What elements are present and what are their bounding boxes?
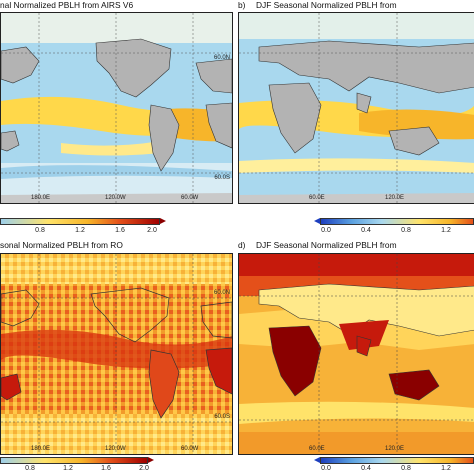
lon-label: 60.0E bbox=[309, 446, 325, 452]
lon-label: 60.0E bbox=[309, 195, 325, 201]
lat-label-north: 60.0N bbox=[213, 290, 230, 296]
panel-a-map-graphic bbox=[1, 13, 232, 203]
panel-b-label: b) bbox=[238, 0, 246, 10]
colorbar-tick: 1.2 bbox=[441, 227, 451, 234]
colorbar-min-arrow bbox=[314, 457, 320, 463]
colorbar-tick: 1.2 bbox=[63, 465, 73, 472]
panel-b-colorbar bbox=[314, 218, 474, 225]
panel-c-title: sonal Normalized PBLH from RO bbox=[0, 240, 123, 250]
lon-label: 120.0W bbox=[105, 195, 126, 201]
colorbar-tick: 0.0 bbox=[321, 227, 331, 234]
colorbar-tick: 1.2 bbox=[441, 465, 451, 472]
lat-label-south: 60.0S bbox=[214, 175, 230, 181]
colorbar-tick: 0.0 bbox=[321, 465, 331, 472]
panel-d-label: d) bbox=[238, 240, 246, 250]
lon-label: 60.0W bbox=[181, 195, 199, 201]
lat-label-south: 60.0S bbox=[214, 414, 230, 420]
panel-c-map-graphic bbox=[1, 254, 232, 454]
panel-a-colorbar bbox=[0, 218, 166, 225]
lat-label-north: 60.0N bbox=[213, 55, 230, 61]
colorbar-tick: 0.8 bbox=[35, 227, 45, 234]
panel-a-title: nal Normalized PBLH from AIRS V6 bbox=[0, 0, 134, 10]
colorbar-tick: 0.8 bbox=[25, 465, 35, 472]
lon-label: 120.0W bbox=[105, 446, 126, 452]
colorbar-tick: 0.8 bbox=[401, 227, 411, 234]
colorbar-max-arrow bbox=[148, 457, 154, 463]
lon-label: 60.0W bbox=[181, 446, 199, 452]
colorbar-tick: 1.2 bbox=[75, 227, 85, 234]
panel-c-colorbar bbox=[0, 457, 154, 464]
colorbar-max-arrow bbox=[160, 218, 166, 224]
panel-d-map-graphic bbox=[239, 254, 474, 454]
colorbar-tick: 2.0 bbox=[139, 465, 149, 472]
panel-a-map: 60.0N 60.0S 180.0E 120.0W 60.0W bbox=[0, 12, 233, 204]
lon-label: 120.0E bbox=[385, 446, 405, 452]
panel-c-map: 60.0N 60.0S 180.0E 120.0W 60.0W bbox=[0, 253, 233, 455]
colorbar-tick: 2.0 bbox=[147, 227, 157, 234]
panel-b-map: 60.0E 120.0E bbox=[238, 12, 474, 204]
colorbar-tick: 0.4 bbox=[361, 465, 371, 472]
colorbar-tick: 0.4 bbox=[361, 227, 371, 234]
panel-b-map-graphic bbox=[239, 13, 474, 203]
colorbar-tick: 0.8 bbox=[401, 465, 411, 472]
lon-label: 180.0E bbox=[31, 446, 51, 452]
panel-d-map: 60.0E 120.0E bbox=[238, 253, 474, 455]
lon-label: 180.0E bbox=[31, 195, 51, 201]
lon-label: 120.0E bbox=[385, 195, 405, 201]
colorbar-min-arrow bbox=[314, 218, 320, 224]
panel-b-title: DJF Seasonal Normalized PBLH from bbox=[256, 0, 397, 10]
panel-d-colorbar bbox=[314, 457, 474, 464]
panel-d-title: DJF Seasonal Normalized PBLH from bbox=[256, 240, 397, 250]
colorbar-tick: 1.6 bbox=[115, 227, 125, 234]
colorbar-tick: 1.6 bbox=[101, 465, 111, 472]
